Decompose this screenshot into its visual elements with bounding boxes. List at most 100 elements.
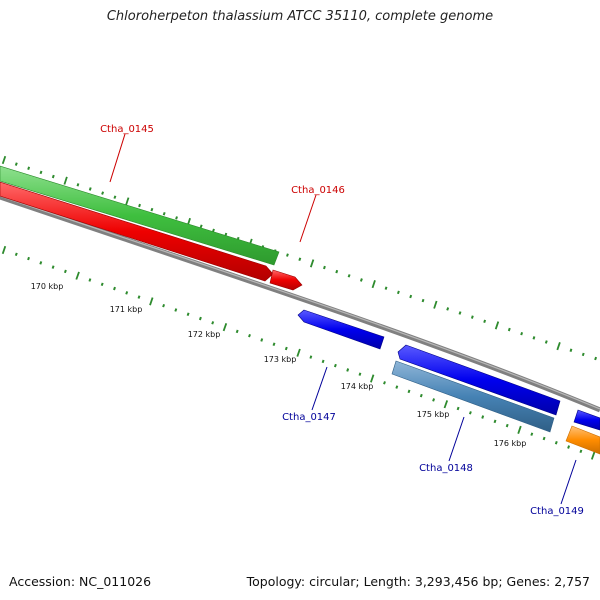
ruler-label-171-kbp: 171 kbp [110,305,143,314]
genome-backbone [0,194,600,413]
ruler-label-172-kbp: 172 kbp [188,330,221,339]
inner-tick-22 [272,342,276,347]
outer-tick-44 [544,340,548,344]
outer-tick-11 [138,203,141,208]
inner-tick-14 [174,308,178,312]
outer-tick-1 [14,162,18,166]
inner-tick-27 [333,363,337,368]
inner-tick-10 [125,291,129,295]
gene-ctha-0147-arrow[interactable] [297,309,385,350]
outer-tick-42 [520,331,524,336]
inner-tick-15 [186,312,190,317]
gene-label-ctha-0148[interactable]: Ctha_0148 [419,463,473,474]
outer-tick-39 [483,319,487,324]
inner-tick-37 [456,406,460,411]
leader-line-ctha-0149 [560,459,577,505]
outer-tick-29 [359,278,363,282]
inner-tick-43 [530,432,534,436]
inner-tick-16 [198,316,202,321]
gene-ctha-0149-arrow-orange[interactable] [565,425,600,455]
outer-tick-26 [323,265,326,270]
gene-label-ctha-0149[interactable]: Ctha_0149 [530,506,584,517]
inner-tick-25 [309,355,313,359]
inner-tick-4 [51,265,55,269]
inner-tick-19 [235,329,239,334]
outer-tick-30 [371,280,376,289]
outer-tick-41 [507,327,511,332]
outer-tick-8 [101,191,105,195]
leader-line-ctha-0145 [109,133,126,183]
outer-tick-10 [125,197,130,206]
inner-tick-12 [149,297,154,306]
inner-tick-9 [113,286,116,291]
outer-tick-45 [556,342,561,351]
outer-tick-17 [212,228,215,233]
outer-tick-25 [309,259,315,268]
gene-ctha-0146-arrow[interactable] [269,269,303,291]
inner-tick-0 [1,245,7,255]
inner-tick-47 [579,449,583,454]
inner-tick-34 [419,393,423,398]
inner-tick-8 [100,282,104,287]
gene-label-ctha-0147[interactable]: Ctha_0147 [282,412,336,423]
gene-ctha-0145-arrow-green[interactable] [0,165,280,266]
inner-tick-35 [432,398,436,402]
leader-line-ctha-0148 [448,416,465,462]
outer-tick-37 [458,311,462,315]
accession-label: Accession: NC_011026 [9,574,152,589]
inner-tick-39 [481,415,485,419]
outer-tick-12 [150,207,154,212]
outer-tick-27 [335,269,339,274]
inner-tick-44 [542,436,546,441]
genome-backbone-highlight [0,195,600,410]
map-title: Chloroherpeton thalassium ATCC 35110, co… [106,9,494,24]
outer-tick-24 [298,257,302,262]
outer-tick-0 [1,155,7,165]
inner-tick-33 [407,389,411,394]
outer-tick-4 [51,174,55,179]
ruler-label-175-kbp: 175 kbp [417,410,450,419]
inner-tick-28 [346,368,350,372]
outer-tick-7 [88,187,92,191]
inner-tick-38 [468,411,472,415]
inner-tick-40 [493,419,497,424]
inner-tick-11 [137,295,141,299]
inner-tick-45 [554,440,558,445]
inner-tick-20 [248,333,251,338]
outer-tick-46 [569,348,573,352]
gene-ctha-0145-arrow-red[interactable] [0,181,274,282]
outer-tick-2 [27,166,31,170]
ruler-label-170-kbp: 170 kbp [31,282,64,291]
gene-label-ctha-0145[interactable]: Ctha_0145 [100,124,154,135]
outer-tick-33 [409,294,413,299]
inner-tick-13 [162,303,166,308]
inner-tick-48 [590,451,596,460]
inner-tick-21 [260,338,264,342]
inner-tick-31 [383,381,386,385]
outer-tick-16 [199,224,203,228]
gene-ctha-0149-arrow-blue[interactable] [573,409,600,431]
ruler-label-173-kbp: 173 kbp [264,355,297,364]
outer-tick-43 [532,336,536,340]
outer-tick-9 [113,195,117,199]
inner-tick-1 [14,252,18,257]
inner-tick-ring [1,245,596,460]
inner-tick-30 [370,374,375,383]
leader-line-ctha-0146 [299,194,317,243]
outer-tick-32 [396,290,400,295]
inner-tick-41 [505,423,509,428]
inner-tick-17 [211,321,215,325]
gene-ctha-0148-arrow-blue[interactable] [397,344,561,416]
inner-tick-2 [27,256,30,261]
outer-tick-6 [76,183,80,187]
outer-tick-48 [594,356,598,361]
ruler-label-174-kbp: 174 kbp [341,382,374,391]
gene-ctha-0148-arrow-steel[interactable] [391,360,555,433]
outer-tick-36 [446,307,450,311]
outer-tick-40 [494,321,500,330]
inner-tick-42 [517,425,522,434]
outer-tick-5 [63,176,68,185]
gene-label-ctha-0146[interactable]: Ctha_0146 [291,185,345,196]
